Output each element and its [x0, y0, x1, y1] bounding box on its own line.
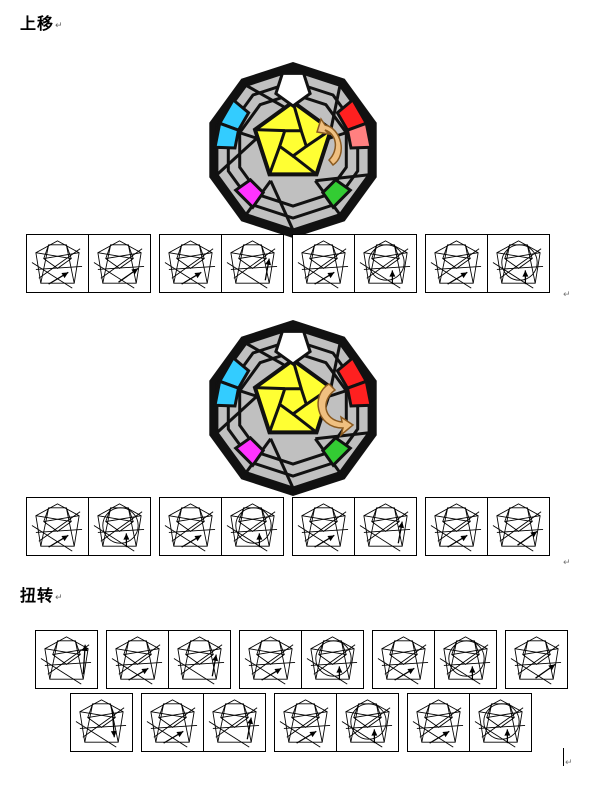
pentagon-diagram-icon [297, 503, 349, 552]
diagram-group [26, 234, 151, 293]
return-mark: ↵ [565, 758, 573, 768]
diagram-cell [159, 497, 222, 556]
pentagon-diagram-icon [111, 636, 163, 685]
diagram-cell [35, 630, 98, 689]
pentagon-diagram-icon [430, 503, 482, 552]
diagram-cell [372, 630, 435, 689]
diagram-row-twist-1 [35, 630, 568, 689]
diagram-group [292, 497, 417, 556]
diagram-row-shift-1 [26, 234, 550, 293]
pentagon-diagram-icon [439, 636, 491, 685]
diagram-group [159, 234, 284, 293]
pentagon-diagram-icon [146, 699, 198, 748]
pentagon-diagram-icon [208, 699, 260, 748]
pentagon-diagram-icon [510, 636, 562, 685]
diagram-group [26, 497, 151, 556]
diagram-group [35, 630, 98, 689]
diagram-group [106, 630, 231, 689]
return-mark: ↵ [563, 290, 571, 300]
return-mark: ↵ [563, 558, 571, 568]
pentagon-diagram-icon [31, 503, 83, 552]
diagram-cell [354, 234, 417, 293]
pentagon-diagram-icon [93, 240, 145, 289]
diagram-cell [239, 630, 302, 689]
return-mark: ↵ [55, 21, 64, 31]
pentagon-diagram-icon [226, 503, 278, 552]
pentagon-diagram-icon [173, 636, 225, 685]
diagram-group [407, 693, 532, 752]
diagram-cell [274, 693, 337, 752]
diagram-cell [336, 693, 399, 752]
pentagon-diagram-icon [244, 636, 296, 685]
pentagon-diagram-icon [359, 240, 411, 289]
pentagon-diagram-icon [359, 503, 411, 552]
pentagon-diagram-icon [164, 503, 216, 552]
diagram-group [159, 497, 284, 556]
diagram-group [292, 234, 417, 293]
diagram-cell [487, 234, 550, 293]
diagram-cell [168, 630, 231, 689]
pentagon-diagram-icon [164, 240, 216, 289]
diagram-group [239, 630, 364, 689]
diagram-cell [487, 497, 550, 556]
pentagon-diagram-icon [93, 503, 145, 552]
diagram-cell [292, 497, 355, 556]
diagram-group [70, 693, 133, 752]
shift-title-text: 上移 [20, 14, 55, 33]
diagram-cell [70, 693, 133, 752]
pentagon-diagram-icon [430, 240, 482, 289]
diagram-group [425, 497, 550, 556]
text-cursor [563, 748, 564, 766]
pentagon-diagram-icon [297, 240, 349, 289]
diagram-group [274, 693, 399, 752]
return-mark: ↵ [55, 593, 64, 603]
diagram-cell [88, 234, 151, 293]
diagram-cell [106, 630, 169, 689]
diagram-row-shift-2 [26, 497, 550, 556]
pentagon-diagram-icon [75, 699, 127, 748]
diagram-cell [301, 630, 364, 689]
diagram-cell [407, 693, 470, 752]
diagram-group [425, 234, 550, 293]
diagram-cell [221, 234, 284, 293]
diagram-cell [26, 497, 89, 556]
diagram-cell [292, 234, 355, 293]
pentagon-diagram-icon [341, 699, 393, 748]
diagram-cell [425, 497, 488, 556]
diagram-cell [469, 693, 532, 752]
pentagon-diagram-icon [40, 636, 92, 685]
pentagon-diagram-icon [377, 636, 429, 685]
diagram-cell [159, 234, 222, 293]
pentagon-diagram-icon [492, 503, 544, 552]
pentagon-diagram-icon [226, 240, 278, 289]
twist-title-text: 扭转 [20, 586, 55, 605]
diagram-group [372, 630, 497, 689]
megaminx-cube-image [209, 320, 377, 496]
diagram-group [505, 630, 568, 689]
diagram-cell [141, 693, 204, 752]
megaminx-cube-image [209, 62, 377, 238]
pentagon-diagram-icon [31, 240, 83, 289]
diagram-cell [221, 497, 284, 556]
pentagon-diagram-icon [474, 699, 526, 748]
pentagon-diagram-icon [492, 240, 544, 289]
diagram-cell [354, 497, 417, 556]
pentagon-diagram-icon [412, 699, 464, 748]
diagram-cell [26, 234, 89, 293]
section-title-shift: 上移↵ [20, 10, 64, 34]
diagram-cell [505, 630, 568, 689]
diagram-cell [434, 630, 497, 689]
diagram-row-twist-2 [70, 693, 532, 752]
diagram-cell [425, 234, 488, 293]
pentagon-diagram-icon [306, 636, 358, 685]
diagram-cell [88, 497, 151, 556]
pentagon-diagram-icon [279, 699, 331, 748]
section-title-twist: 扭转↵ [20, 582, 64, 606]
diagram-cell [203, 693, 266, 752]
diagram-group [141, 693, 266, 752]
